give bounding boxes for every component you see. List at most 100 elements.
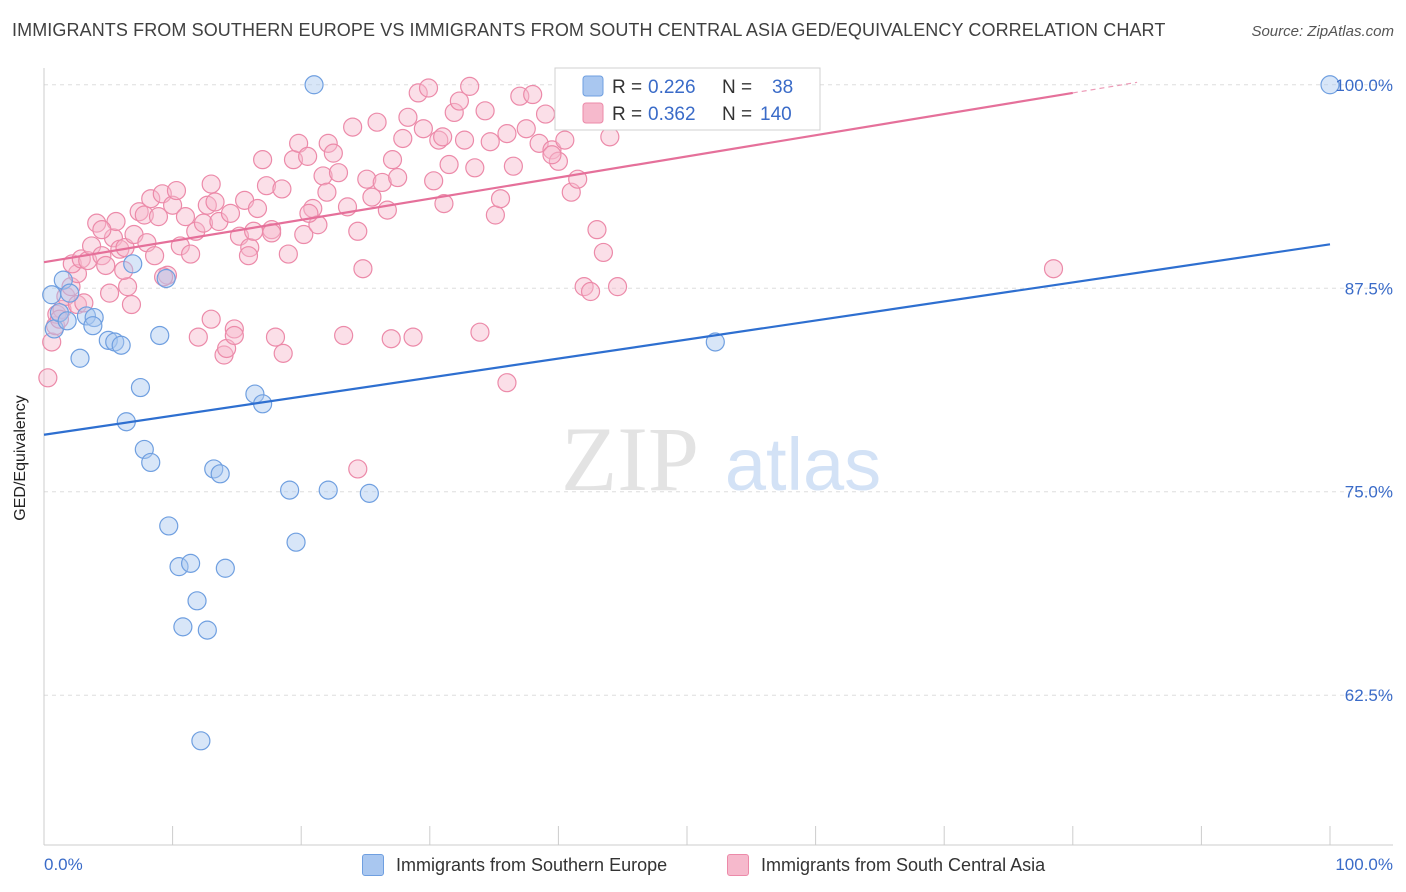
x-axis <box>43 68 1393 846</box>
legend-r-value-2: 0.362 <box>648 104 696 125</box>
pink-trend-extension <box>1072 81 1138 94</box>
x-tick-label-min: 0.0% <box>44 855 83 874</box>
pink-point-31 <box>163 195 183 215</box>
x-tick-label-max: 100.0% <box>1335 855 1393 874</box>
y-tick-label-1: 75.0% <box>1345 483 1393 502</box>
pink-point-128 <box>381 329 401 349</box>
pink-point-15 <box>99 283 120 303</box>
y-tick-label-3: 100.0% <box>1335 76 1393 95</box>
blue-point-13 <box>123 254 143 274</box>
pink-point-66 <box>323 143 343 163</box>
bottom-legend-label-pink: Immigrants from South Central Asia <box>761 854 1046 875</box>
bottom-legend-swatch-blue <box>362 854 384 876</box>
pink-point-101 <box>503 156 523 176</box>
pink-point-79 <box>388 167 408 188</box>
blue-point-32 <box>280 480 300 500</box>
pink-point-125 <box>273 343 293 363</box>
blue-point-4 <box>57 311 77 331</box>
blue-point-28 <box>210 464 230 484</box>
pink-point-117 <box>607 277 628 297</box>
legend-n-label-1: N = <box>722 77 752 98</box>
blue-point-25 <box>197 620 217 640</box>
pink-point-38 <box>193 213 214 233</box>
pink-point-94 <box>465 158 485 178</box>
blue-point-21 <box>169 557 189 577</box>
pink-point-106 <box>535 104 556 124</box>
pink-point-96 <box>475 101 495 121</box>
blue-series-points <box>42 75 1340 751</box>
bottom-legend-item-blue: Immigrants from Southern Europe <box>362 852 667 878</box>
pink-point-73 <box>357 169 377 189</box>
pink-point-26 <box>141 189 161 209</box>
pink-point-93 <box>460 76 480 96</box>
pink-point-109 <box>555 130 575 150</box>
pink-point-67 <box>328 163 349 183</box>
pink-point-84 <box>413 119 433 139</box>
blue-point-34 <box>318 480 338 500</box>
legend-swatch-blue <box>582 75 604 97</box>
pink-series-points <box>38 76 1064 479</box>
pink-point-72 <box>353 259 373 279</box>
pink-point-78 <box>382 150 403 170</box>
blue-point-6 <box>76 306 97 326</box>
blue-point-23 <box>187 591 207 611</box>
pink-point-17 <box>106 211 126 232</box>
pink-trend-line <box>43 91 1073 264</box>
blue-point-0 <box>42 285 62 305</box>
pink-point-103 <box>516 119 536 139</box>
blue-point-35 <box>359 483 379 503</box>
trend-lines <box>43 81 1331 436</box>
legend-box: R = 0.226 N = 38 R = 0.362 N = 140 <box>554 67 821 131</box>
pink-point-129 <box>201 309 221 329</box>
pink-point-114 <box>587 220 607 240</box>
pink-point-130 <box>238 246 259 266</box>
pink-point-61 <box>298 146 318 166</box>
pink-point-85 <box>418 78 439 98</box>
blue-point-7 <box>84 307 104 328</box>
pink-point-51 <box>247 198 268 219</box>
blue-point-36 <box>705 332 725 352</box>
pink-point-135 <box>542 145 562 165</box>
pink-point-97 <box>480 132 500 152</box>
pink-point-136 <box>1043 259 1064 279</box>
blue-point-19 <box>141 452 161 473</box>
pink-point-70 <box>343 117 363 137</box>
pink-point-100 <box>497 124 517 144</box>
pink-point-127 <box>497 373 517 393</box>
pink-point-57 <box>278 244 298 264</box>
pink-point-80 <box>393 128 413 149</box>
blue-point-10 <box>98 330 118 350</box>
pink-point-24 <box>134 205 154 225</box>
blue-point-16 <box>156 268 176 289</box>
bottom-legend-item-pink: Immigrants from South Central Asia <box>727 852 1045 878</box>
bottom-legend-label-blue: Immigrants from Southern Europe <box>396 854 668 875</box>
pink-point-35 <box>181 244 201 264</box>
pink-point-134 <box>433 127 453 147</box>
blue-point-5 <box>60 283 80 303</box>
pink-point-14 <box>96 255 116 276</box>
y-tick-label-2: 87.5% <box>1345 279 1393 298</box>
pink-point-49 <box>240 237 260 258</box>
pink-point-65 <box>318 133 338 153</box>
blue-point-37 <box>304 75 324 95</box>
legend-r-value-1: 0.226 <box>648 77 696 98</box>
y-tick-labels: 62.5% 75.0% 87.5% 100.0% <box>1335 76 1393 705</box>
blue-point-12 <box>111 335 131 355</box>
pink-point-133 <box>317 182 337 202</box>
legend-n-value-2: 140 <box>760 104 792 125</box>
pink-point-88 <box>434 194 454 214</box>
pink-point-34 <box>175 207 196 227</box>
pink-point-89 <box>439 154 459 175</box>
legend-swatch-pink <box>582 102 604 124</box>
blue-point-3 <box>49 303 70 323</box>
pink-point-81 <box>398 107 418 127</box>
pink-point-60 <box>294 224 314 245</box>
pink-point-75 <box>367 112 387 132</box>
pink-point-32 <box>166 180 187 201</box>
pink-point-55 <box>265 327 286 347</box>
pink-point-50 <box>244 221 264 241</box>
blue-point-8 <box>83 316 103 336</box>
blue-point-29 <box>215 558 235 578</box>
pink-point-92 <box>454 130 475 150</box>
pink-point-71 <box>348 221 368 241</box>
